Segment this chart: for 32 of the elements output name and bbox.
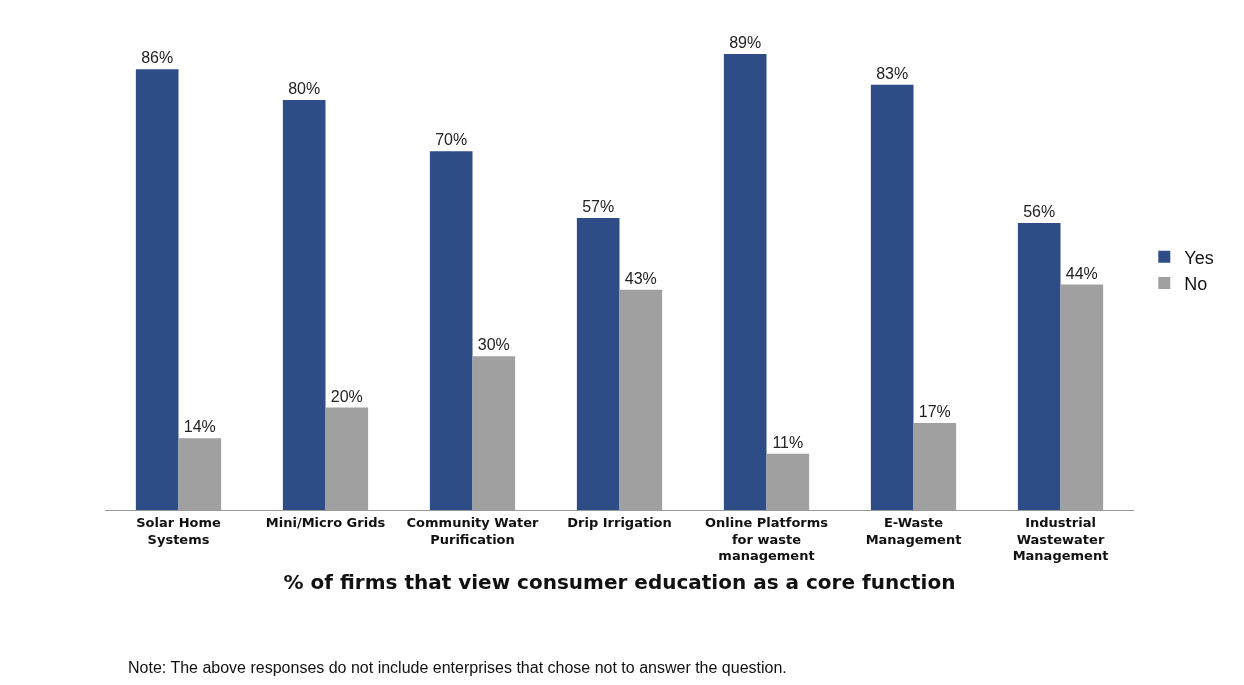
- bar: [135, 69, 179, 510]
- bar: [429, 151, 473, 510]
- data-label: 57%: [582, 197, 615, 215]
- x-tick-label: Mini/Micro Grids: [265, 514, 386, 530]
- data-label: 56%: [1023, 203, 1056, 221]
- bar: [282, 100, 326, 510]
- legend-label: No: [1184, 274, 1208, 295]
- x-tick-label: Solar Home Systems: [136, 514, 221, 547]
- data-label: 80%: [288, 80, 321, 98]
- x-tick-label: Drip Irrigation: [567, 514, 672, 530]
- data-label: 43%: [624, 269, 657, 287]
- legend-label: Yes: [1184, 247, 1214, 268]
- data-label: 17%: [918, 402, 951, 420]
- x-tick-label: Online Platforms for waste management: [704, 514, 829, 564]
- data-label: 83%: [876, 64, 909, 82]
- x-tick-label: Community Water Purification: [406, 514, 539, 547]
- data-label: 11%: [772, 433, 804, 451]
- bar: [723, 54, 767, 510]
- data-label: 70%: [435, 131, 468, 149]
- data-label: 89%: [729, 34, 762, 51]
- bar: [576, 217, 620, 510]
- text: Note: The above responses do not include enterprises that chose not to answer the question.: [128, 659, 787, 676]
- data-label: 20%: [330, 387, 363, 405]
- data-label: 14%: [183, 418, 216, 436]
- data-label: 30%: [477, 336, 510, 354]
- bar: [1017, 223, 1061, 510]
- data-label: 44%: [1065, 264, 1098, 282]
- data-label: 86%: [141, 49, 174, 67]
- x-tick-label: E-Waste Management: [865, 514, 962, 547]
- bar: [870, 84, 914, 510]
- x-axis-title: % of firms that view consumer education as a core function: [283, 569, 956, 594]
- x-tick-label: Industrial Wastewater Management: [1012, 514, 1109, 564]
